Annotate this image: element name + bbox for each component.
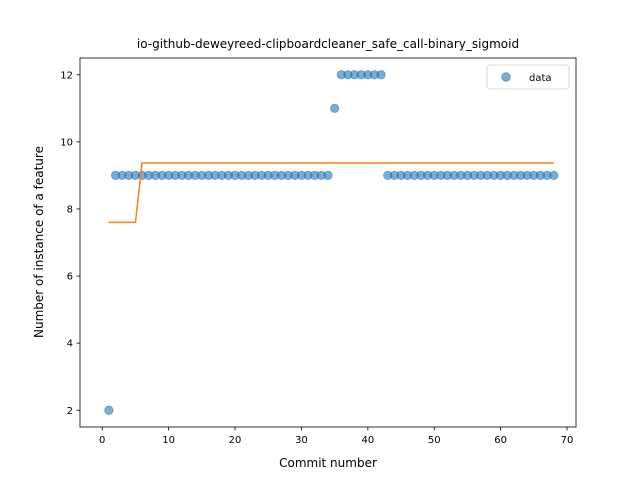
data-point	[330, 103, 340, 113]
data-point	[549, 170, 559, 181]
y-tick-label: 10	[60, 137, 73, 148]
x-tick-label: 20	[229, 435, 242, 446]
x-tick-label: 30	[295, 435, 308, 446]
x-tick-label: 10	[162, 435, 175, 446]
fit-line	[108, 162, 554, 224]
legend-box	[486, 64, 570, 90]
y-axis-title: Number of instance of a feature	[32, 146, 46, 338]
data-point	[376, 70, 386, 80]
y-tick-label: 6	[67, 272, 73, 283]
y-tick-label: 2	[67, 406, 73, 417]
legend: data	[486, 64, 570, 90]
x-axis-title: Commit number	[279, 456, 377, 470]
legend-marker	[501, 72, 511, 82]
chart-title: io-github-deweyreed-clipboardcleaner_saf…	[137, 37, 519, 51]
legend-label: data	[529, 73, 552, 84]
x-tick-label: 0	[99, 435, 105, 446]
x-tick-label: 70	[561, 435, 574, 446]
x-tick-label: 40	[361, 435, 374, 446]
plot-area: 0 10 20 30 40 50 60 70 2 4 6 8 10 12 data	[60, 57, 577, 446]
axes-frame	[79, 57, 577, 428]
data-point	[104, 405, 114, 415]
y-tick-label: 4	[67, 339, 73, 350]
x-tick-label: 50	[428, 435, 441, 446]
y-tick-label: 12	[60, 70, 73, 81]
series-group	[104, 70, 559, 415]
y-tick-label: 8	[67, 205, 73, 216]
data-point	[323, 170, 333, 181]
x-tick-label: 60	[494, 435, 507, 446]
